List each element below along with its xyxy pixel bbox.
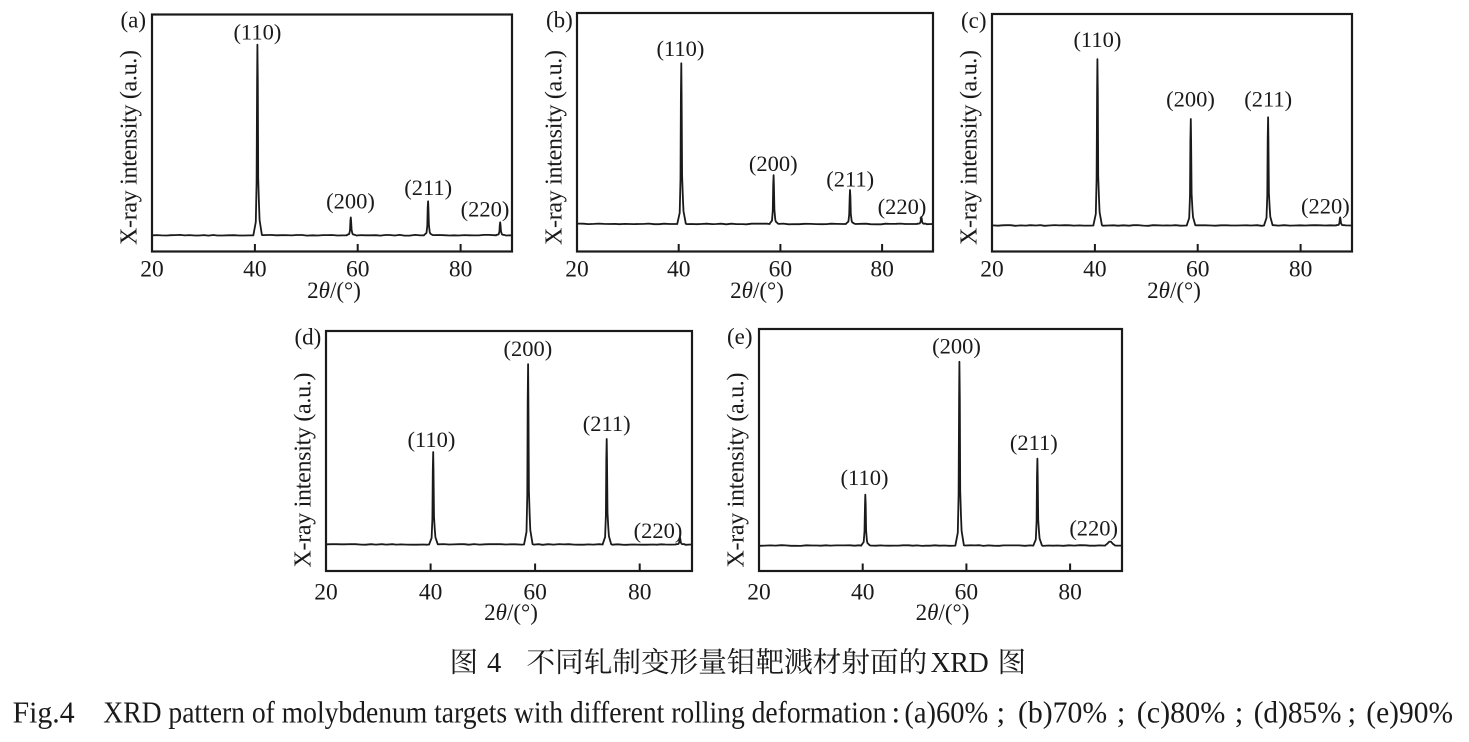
svg-text:X-ray intensity (a.u.): X-ray intensity (a.u.) (117, 50, 143, 245)
svg-text:60: 60 (769, 257, 793, 283)
svg-text:4: 4 (487, 648, 501, 679)
svg-text:(211): (211) (1244, 87, 1292, 112)
svg-text:(110): (110) (233, 20, 281, 45)
svg-text:(110): (110) (407, 427, 455, 452)
svg-text:2θ/(°): 2θ/(°) (916, 600, 970, 625)
svg-text:(e)90%: (e)90% (1366, 695, 1453, 730)
svg-text:60: 60 (346, 257, 370, 283)
svg-text:;: ; (1117, 695, 1126, 730)
svg-text:2θ/(°): 2θ/(°) (730, 278, 784, 303)
svg-text:60: 60 (523, 580, 547, 606)
svg-text:60: 60 (955, 580, 979, 606)
svg-text:XRD: XRD (931, 648, 989, 679)
svg-text:80: 80 (449, 257, 473, 283)
svg-text:80: 80 (628, 580, 652, 606)
svg-text:(b): (b) (546, 8, 573, 33)
svg-text:20: 20 (140, 257, 164, 283)
svg-text:XRD pattern of molybdenum targ: XRD pattern of molybdenum targets with d… (103, 695, 887, 730)
svg-text:;: ; (1235, 695, 1244, 730)
svg-text:(e): (e) (727, 324, 753, 349)
svg-text:2θ/(°): 2θ/(°) (484, 600, 538, 625)
svg-text:40: 40 (419, 580, 443, 606)
svg-text:80: 80 (1058, 580, 1082, 606)
svg-text:(200): (200) (749, 151, 798, 176)
svg-text:Fig.4: Fig.4 (13, 695, 75, 730)
svg-text:80: 80 (1289, 257, 1313, 283)
svg-text:40: 40 (851, 580, 875, 606)
svg-text:40: 40 (1083, 257, 1107, 283)
svg-text:(220): (220) (634, 518, 683, 543)
svg-text:20: 20 (747, 580, 771, 606)
svg-text:(c)80%: (c)80% (1137, 695, 1226, 730)
svg-text:(220): (220) (461, 197, 510, 222)
svg-text:(211): (211) (583, 411, 631, 436)
svg-text:(200): (200) (1166, 87, 1215, 112)
svg-text:(110): (110) (841, 465, 889, 490)
svg-text:X-ray intensity (a.u.): X-ray intensity (a.u.) (724, 373, 750, 568)
svg-text:(200): (200) (504, 336, 553, 361)
svg-text:60: 60 (1186, 257, 1210, 283)
svg-text:(a): (a) (121, 8, 147, 33)
svg-text:(200): (200) (932, 334, 981, 359)
svg-text:(211): (211) (1010, 430, 1058, 455)
svg-text:40: 40 (243, 257, 267, 283)
svg-text:X-ray intensity (a.u.): X-ray intensity (a.u.) (291, 373, 317, 568)
svg-text:20: 20 (980, 257, 1004, 283)
svg-text:X-ray intensity (a.u.): X-ray intensity (a.u.) (542, 50, 568, 245)
svg-text:20: 20 (314, 580, 338, 606)
svg-text:(220): (220) (1069, 516, 1118, 541)
svg-text:(d)85%: (d)85% (1254, 695, 1342, 730)
svg-text:(d): (d) (295, 325, 322, 350)
svg-text:2θ/(°): 2θ/(°) (307, 278, 361, 303)
svg-text:(200): (200) (326, 189, 375, 214)
svg-text:(211): (211) (404, 175, 452, 200)
svg-text:(c): (c) (961, 8, 987, 33)
svg-text:20: 20 (565, 257, 589, 283)
svg-text:80: 80 (870, 257, 894, 283)
svg-text:;: ; (1348, 695, 1357, 730)
svg-text:(110): (110) (1073, 27, 1121, 52)
svg-text:(b)70%: (b)70% (1018, 695, 1107, 730)
svg-text:2θ/(°): 2θ/(°) (1147, 278, 1201, 303)
svg-text:(110): (110) (656, 36, 704, 61)
svg-text:(220): (220) (878, 194, 927, 219)
svg-text:40: 40 (667, 257, 691, 283)
svg-text::: : (892, 695, 901, 730)
svg-text:(220): (220) (1301, 194, 1350, 219)
svg-text:X-ray intensity (a.u.): X-ray intensity (a.u.) (957, 50, 983, 245)
svg-text:(211): (211) (826, 167, 874, 192)
svg-text:;: ; (997, 695, 1006, 730)
svg-text:(a)60%: (a)60% (904, 695, 988, 730)
